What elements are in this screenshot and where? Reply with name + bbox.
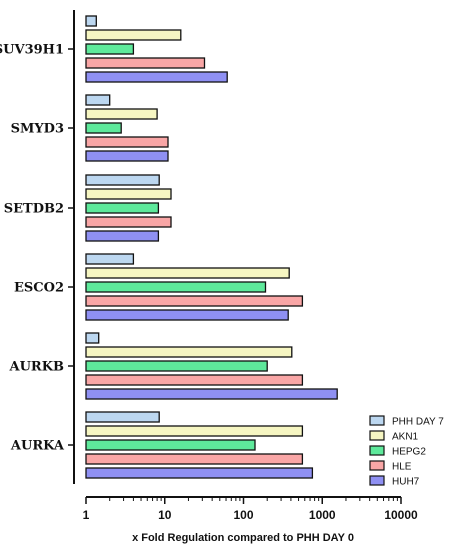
legend-label: AKN1 (392, 432, 419, 443)
bar-aurka-akn1 (85, 425, 304, 437)
bar-aurka-phh-day-7 (85, 411, 160, 423)
bar-smyd3-akn1 (85, 108, 158, 120)
bar-suv39h1-huh7 (85, 71, 228, 83)
category-label: ESCO2 (14, 281, 64, 296)
category-label: AURKB (8, 360, 64, 375)
bar-esco2-phh-day-7 (85, 253, 135, 265)
bars-group (85, 15, 338, 479)
legend: PHH DAY 7 AKN1 HEPG2 HLE HUH7 (369, 415, 444, 488)
bar-smyd3-hle (85, 136, 169, 148)
legend-swatch (369, 460, 385, 471)
x-axis-label: x Fold Regulation compared to PHH DAY 0 (132, 532, 354, 544)
legend-label: HEPG2 (392, 447, 426, 458)
legend-swatch (369, 445, 385, 456)
legend-label: HLE (392, 462, 412, 473)
bar-setdb2-hepg2 (85, 202, 160, 214)
bar-suv39h1-phh-day-7 (85, 15, 97, 27)
bar-suv39h1-hle (85, 57, 206, 69)
legend-label: PHH DAY 7 (392, 417, 444, 428)
bar-suv39h1-hepg2 (85, 43, 135, 55)
bar-esco2-hepg2 (85, 281, 267, 293)
bar-aurkb-akn1 (85, 346, 293, 358)
category-ticks: SUV39H1 SMYD3 SETDB2 ESCO2 AURKB AURKA (0, 43, 74, 454)
bar-setdb2-akn1 (85, 188, 172, 200)
bar-aurkb-huh7 (85, 388, 338, 400)
bar-esco2-hle (85, 295, 304, 307)
bar-aurkb-hepg2 (85, 360, 268, 372)
bar-aurkb-hle (85, 374, 304, 386)
x-tick-label: 10 (158, 508, 172, 522)
category-label: AURKA (10, 439, 65, 454)
x-tick-label: 1000 (309, 508, 336, 522)
legend-swatch (369, 415, 385, 426)
bar-aurkb-phh-day-7 (85, 332, 100, 344)
bar-setdb2-hle (85, 216, 172, 228)
bar-setdb2-phh-day-7 (85, 174, 160, 186)
legend-label: HUH7 (392, 477, 420, 488)
category-label: SUV39H1 (0, 43, 64, 58)
bar-esco2-akn1 (85, 267, 290, 279)
bar-smyd3-phh-day-7 (85, 94, 111, 106)
bar-suv39h1-akn1 (85, 29, 182, 41)
bar-esco2-huh7 (85, 309, 289, 321)
bar-aurka-hepg2 (85, 439, 256, 451)
x-tick-label: 100 (233, 508, 253, 522)
x-tick-label: 1 (83, 508, 90, 522)
bar-smyd3-huh7 (85, 150, 169, 162)
bar-aurka-hle (85, 453, 304, 465)
legend-swatch (369, 430, 385, 441)
bar-setdb2-huh7 (85, 230, 160, 242)
category-label: SMYD3 (11, 122, 64, 137)
legend-swatch (369, 475, 385, 486)
bar-aurka-huh7 (85, 467, 314, 479)
x-tick-label: 10000 (384, 508, 418, 522)
bar-smyd3-hepg2 (85, 122, 122, 134)
category-label: SETDB2 (4, 202, 64, 217)
x-ticks: 1 10 100 1000 10000 (83, 497, 418, 522)
